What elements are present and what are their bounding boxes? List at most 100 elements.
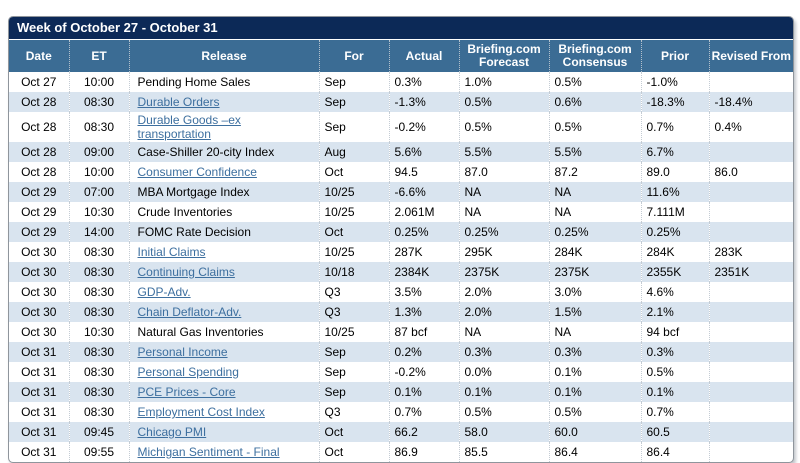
cell-revised (708, 322, 793, 342)
cell-forecast: 2375K (458, 262, 549, 282)
table-row: Oct 31 08:30 PCE Prices - Core Sep 0.1% 0.1% 0… (9, 382, 793, 402)
cell-revised (708, 222, 793, 242)
cell-prior: 0.7% (640, 112, 709, 142)
cell-actual: 3.5% (388, 282, 459, 302)
release-link[interactable]: Durable Goods –ex transportation (137, 113, 241, 141)
cell-forecast: 85.5 (458, 442, 549, 462)
cell-consensus: 3.0% (548, 282, 641, 302)
cell-prior: 2.1% (640, 302, 709, 322)
cell-actual: -0.2% (388, 112, 459, 142)
release-link[interactable]: Personal Income (137, 345, 228, 359)
cell-actual: 5.6% (388, 142, 459, 162)
cell-release: FOMC Rate Decision (128, 222, 319, 242)
cell-forecast: 0.0% (458, 362, 549, 382)
cell-forecast: 295K (458, 242, 549, 262)
cell-prior: 94 bcf (640, 322, 709, 342)
cell-prior: 86.4 (640, 442, 709, 462)
cell-forecast: 0.5% (458, 92, 549, 112)
week-title-bar: Week of October 27 - October 31 (9, 17, 793, 40)
release-link[interactable]: Employment Cost Index (137, 405, 265, 419)
release-link[interactable]: Chain Deflator-Adv. (137, 305, 242, 319)
cell-date: Oct 29 (21, 205, 57, 219)
table-row: Oct 29 07:00 MBA Mortgage Index 10/25 -6.6% N… (9, 182, 793, 202)
column-header-date: Date (9, 40, 69, 72)
cell-forecast: 0.3% (458, 342, 549, 362)
cell-prior: 0.3% (640, 342, 709, 362)
cell-forecast: 5.5% (458, 142, 549, 162)
cell-prior: -18.3% (640, 92, 709, 112)
cell-release: GDP-Adv. (128, 282, 319, 302)
cell-et: 08:30 (68, 402, 129, 422)
cell-revised (708, 282, 793, 302)
release-link[interactable]: Consumer Confidence (137, 165, 257, 179)
table-row: Oct 30 10:30 Natural Gas Inventories 10/25 8… (9, 322, 793, 342)
cell-release: MBA Mortgage Index (128, 182, 319, 202)
cell-release: Continuing Claims (128, 262, 319, 282)
release-link[interactable]: Durable Orders (137, 95, 220, 109)
cell-for: Q3 (318, 282, 389, 302)
cell-revised (708, 382, 793, 402)
column-header-prior: Prior (640, 40, 709, 72)
cell-actual: 1.3% (388, 302, 459, 322)
cell-forecast: 0.25% (458, 222, 549, 242)
cell-actual: 0.7% (388, 402, 459, 422)
cell-revised (708, 142, 793, 162)
column-header-release: Release (128, 40, 319, 72)
cell-release: Durable Orders (128, 92, 319, 112)
cell-revised (708, 342, 793, 362)
cell-for: Oct (318, 422, 389, 442)
cell-prior: 7.111M (640, 202, 709, 222)
cell-et: 09:45 (68, 422, 129, 442)
table-row: Oct 27 10:00 Pending Home Sales Sep 0.3% 1.0%… (9, 72, 793, 92)
table-row: Oct 28 08:30 Durable Goods –ex transportat… (9, 112, 793, 142)
cell-consensus: NA (548, 202, 641, 222)
cell-consensus: 2375K (548, 262, 641, 282)
release-link[interactable]: Continuing Claims (137, 265, 235, 279)
cell-actual: -1.3% (388, 92, 459, 112)
cell-consensus: 5.5% (548, 142, 641, 162)
table-row: Oct 28 10:00 Consumer Confidence Oct 94.5 87.… (9, 162, 793, 182)
release-link[interactable]: Initial Claims (137, 245, 206, 259)
cell-actual: 287K (388, 242, 459, 262)
economic-calendar: Week of October 27 - October 31 Date ET … (8, 16, 794, 463)
release-link[interactable]: GDP-Adv. (137, 285, 191, 299)
release-link[interactable]: Personal Spending (137, 365, 239, 379)
calendar-table-body: Oct 27 10:00 Pending Home Sales Sep 0.3% 1.0%… (9, 72, 793, 462)
cell-release: Personal Spending (128, 362, 319, 382)
cell-for: 10/25 (318, 182, 389, 202)
cell-date: Oct 31 (21, 425, 57, 439)
cell-for: Sep (318, 342, 389, 362)
cell-et: 08:30 (68, 362, 129, 382)
cell-forecast: 2.0% (458, 282, 549, 302)
cell-for: Q3 (318, 402, 389, 422)
cell-et: 08:30 (68, 382, 129, 402)
cell-release: Employment Cost Index (128, 402, 319, 422)
cell-consensus: NA (548, 322, 641, 342)
table-row: Oct 29 10:30 Crude Inventories 10/25 2.061M N… (9, 202, 793, 222)
release-link[interactable]: Chicago PMI (137, 425, 207, 439)
cell-et: 14:00 (68, 222, 129, 242)
column-header-for: For (318, 40, 389, 72)
cell-forecast: 0.1% (458, 382, 549, 402)
release-link[interactable]: PCE Prices - Core (137, 385, 236, 399)
cell-release: Personal Income (128, 342, 319, 362)
cell-for: Q3 (318, 302, 389, 322)
cell-date: Oct 30 (21, 285, 57, 299)
release-link[interactable]: Michigan Sentiment - Final (137, 445, 280, 459)
cell-for: Oct (318, 442, 389, 462)
cell-et: 10:00 (68, 162, 129, 182)
cell-actual: 66.2 (388, 422, 459, 442)
release-name: Pending Home Sales (137, 75, 251, 89)
cell-revised (708, 302, 793, 322)
cell-prior: -1.0% (640, 72, 709, 92)
cell-consensus: 60.0 (548, 422, 641, 442)
release-name: MBA Mortgage Index (137, 185, 250, 199)
cell-release: Crude Inventories (128, 202, 319, 222)
cell-actual: 0.2% (388, 342, 459, 362)
cell-date: Oct 31 (21, 365, 57, 379)
cell-release: Initial Claims (128, 242, 319, 262)
cell-et: 08:30 (68, 302, 129, 322)
cell-forecast: 58.0 (458, 422, 549, 442)
release-name: Crude Inventories (137, 205, 233, 219)
column-header-briefing-forecast: Briefing.com Forecast (458, 40, 549, 72)
